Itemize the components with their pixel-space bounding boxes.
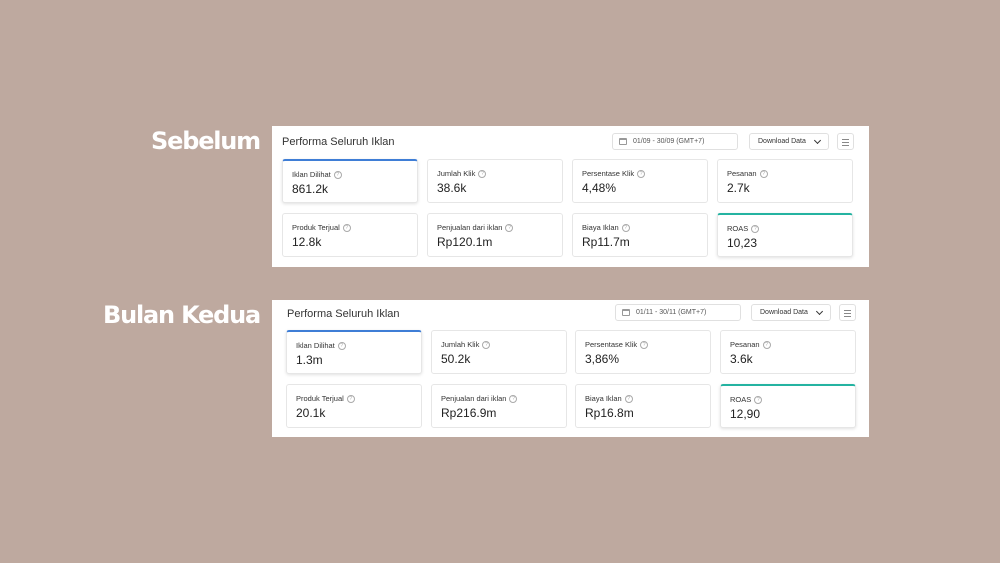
help-icon[interactable]: ? [478, 170, 487, 179]
help-icon[interactable]: ? [762, 341, 771, 350]
metric-label: Jumlah Klik [441, 340, 480, 349]
metric-card-orders[interactable]: Pesanan? 3.6k [720, 330, 856, 374]
menu-icon [842, 139, 849, 140]
metric-label: Iklan Dilihat [296, 341, 335, 350]
metric-label: Biaya Iklan [585, 394, 622, 403]
metric-card-clicks[interactable]: Jumlah Klik? 38.6k [427, 159, 563, 203]
metric-card-ad-cost[interactable]: Biaya Iklan? Rp11.7m [572, 213, 708, 257]
metric-card-ad-sales[interactable]: Penjualan dari iklan? Rp216.9m [431, 384, 567, 428]
metric-label: Pesanan [730, 340, 760, 349]
metric-card-impressions[interactable]: Iklan Dilihat? 1.3m [286, 330, 422, 374]
help-icon[interactable]: ? [337, 342, 346, 351]
metric-value: 10,23 [727, 236, 758, 250]
menu-icon [844, 310, 851, 311]
menu-icon-line [842, 142, 849, 143]
list-menu-button[interactable] [837, 133, 854, 150]
metric-label: Biaya Iklan [582, 223, 619, 232]
help-icon[interactable]: ? [751, 225, 760, 234]
metric-value: Rp16.8m [585, 406, 634, 420]
help-icon[interactable]: ? [621, 224, 630, 233]
metric-card-products-sold[interactable]: Produk Terjual? 12.8k [282, 213, 418, 257]
help-icon[interactable]: ? [346, 395, 355, 404]
download-data-label: Download Data [758, 138, 806, 145]
metric-value: 4,48% [582, 181, 617, 195]
label-before: Sebelum [151, 127, 261, 155]
panel-title: Performa Seluruh Iklan [287, 308, 400, 320]
metric-label: ROAS [727, 224, 749, 233]
download-data-button[interactable]: Download Data [751, 304, 831, 321]
ad-performance-panel-second-month: Performa Seluruh Iklan 01/11 - 30/11 (GM… [272, 300, 869, 437]
menu-icon-line [844, 313, 851, 314]
download-data-label: Download Data [760, 309, 808, 316]
help-icon[interactable]: ? [342, 224, 351, 233]
metric-card-orders[interactable]: Pesanan? 2.7k [717, 159, 853, 203]
metric-label: Produk Terjual [296, 394, 344, 403]
metric-label: Produk Terjual [292, 223, 340, 232]
help-icon[interactable]: ? [637, 170, 646, 179]
chevron-down-icon [813, 136, 822, 145]
metric-card-roas[interactable]: ROAS? 12,90 [720, 384, 856, 428]
date-range-picker[interactable]: 01/09 - 30/09 (GMT+7) [612, 133, 738, 150]
metric-label: Iklan Dilihat [292, 170, 331, 179]
help-icon[interactable]: ? [509, 395, 518, 404]
metric-value: 861.2k [292, 182, 329, 196]
metric-value: 38.6k [437, 181, 467, 195]
metric-value: 3.6k [730, 352, 753, 366]
metric-card-roas[interactable]: ROAS? 10,23 [717, 213, 853, 257]
panel-title: Performa Seluruh Iklan [282, 136, 395, 148]
help-icon[interactable]: ? [624, 395, 633, 404]
help-icon[interactable]: ? [505, 224, 514, 233]
metric-value: 2.7k [727, 181, 750, 195]
list-menu-button[interactable] [839, 304, 856, 321]
metric-value: 12,90 [730, 407, 761, 421]
metric-value: 1.3m [296, 353, 323, 367]
help-icon[interactable]: ? [640, 341, 649, 350]
help-icon[interactable]: ? [482, 341, 491, 350]
metric-card-ctr[interactable]: Persentase Klik? 4,48% [572, 159, 708, 203]
help-icon[interactable]: ? [333, 171, 342, 180]
metric-card-ctr[interactable]: Persentase Klik? 3,86% [575, 330, 711, 374]
chevron-down-icon [815, 307, 824, 316]
metric-label: ROAS [730, 395, 752, 404]
date-range-picker[interactable]: 01/11 - 30/11 (GMT+7) [615, 304, 741, 321]
help-icon[interactable]: ? [759, 170, 768, 179]
menu-icon-line [844, 316, 851, 317]
help-icon[interactable]: ? [754, 396, 763, 405]
metric-value: Rp120.1m [437, 235, 493, 249]
metric-label: Persentase Klik [585, 340, 638, 349]
metric-card-impressions[interactable]: Iklan Dilihat? 861.2k [282, 159, 418, 203]
metric-value: Rp216.9m [441, 406, 497, 420]
metric-value: 3,86% [585, 352, 620, 366]
ad-performance-panel-before: Performa Seluruh Iklan 01/09 - 30/09 (GM… [272, 126, 869, 267]
metric-label: Persentase Klik [582, 169, 635, 178]
metric-label: Pesanan [727, 169, 757, 178]
metric-value: 20.1k [296, 406, 326, 420]
download-data-button[interactable]: Download Data [749, 133, 829, 150]
date-range-text: 01/11 - 30/11 (GMT+7) [636, 309, 707, 316]
metric-label: Jumlah Klik [437, 169, 476, 178]
metric-label: Penjualan dari iklan [437, 223, 503, 232]
date-range-text: 01/09 - 30/09 (GMT+7) [633, 138, 705, 145]
metric-card-clicks[interactable]: Jumlah Klik? 50.2k [431, 330, 567, 374]
metric-value: 12.8k [292, 235, 322, 249]
menu-icon-line [842, 145, 849, 146]
calendar-icon [619, 138, 627, 145]
label-second-month: Bulan Kedua [103, 301, 261, 329]
metric-card-products-sold[interactable]: Produk Terjual? 20.1k [286, 384, 422, 428]
metric-value: Rp11.7m [582, 235, 630, 249]
metric-label: Penjualan dari iklan [441, 394, 507, 403]
metric-card-ad-sales[interactable]: Penjualan dari iklan? Rp120.1m [427, 213, 563, 257]
metric-card-ad-cost[interactable]: Biaya Iklan? Rp16.8m [575, 384, 711, 428]
metric-value: 50.2k [441, 352, 471, 366]
calendar-icon [622, 309, 630, 316]
